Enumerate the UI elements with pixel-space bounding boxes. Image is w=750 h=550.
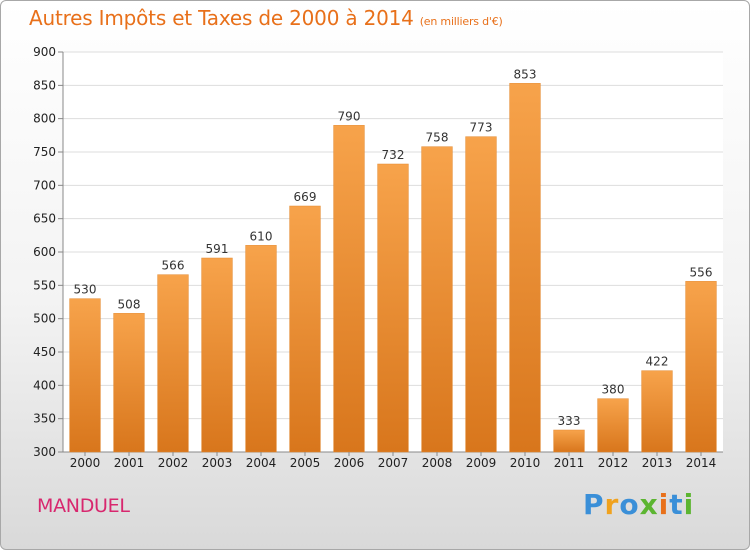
y-tick-label: 500: [33, 312, 56, 326]
data-label-2011: 333: [558, 414, 581, 428]
y-tick-label: 700: [33, 178, 56, 192]
y-tick-label: 550: [33, 278, 56, 292]
x-tick-label-2004: 2004: [246, 456, 277, 470]
x-tick-label-2001: 2001: [114, 456, 145, 470]
bar-2010: [509, 83, 541, 453]
bar-2013: [641, 370, 673, 453]
logo-letter: i: [658, 488, 670, 521]
y-tick-label: 750: [33, 145, 56, 159]
bar-2008: [421, 146, 453, 453]
data-label-2012: 380: [602, 383, 625, 397]
x-tick-label-2009: 2009: [466, 456, 497, 470]
logo-letter: P: [583, 488, 605, 521]
x-tick-label-2014: 2014: [686, 456, 717, 470]
chart-subtitle: (en milliers d'€): [419, 15, 503, 28]
bar-2001: [113, 313, 145, 453]
data-label-2006: 790: [338, 109, 361, 123]
chart-title-text: Autres Impôts et Taxes de 2000 à 2014: [29, 6, 414, 30]
bar-2006: [333, 125, 365, 453]
data-label-2003: 591: [206, 242, 229, 256]
bar-2002: [157, 274, 189, 453]
x-tick-label-2010: 2010: [510, 456, 541, 470]
y-tick-label: 850: [33, 78, 56, 92]
logo-letter: o: [619, 488, 640, 521]
bar-2012: [597, 398, 629, 453]
bar-2005: [289, 205, 321, 453]
x-tick-label-2006: 2006: [334, 456, 365, 470]
data-label-2005: 669: [294, 190, 317, 204]
bar-2000: [69, 298, 101, 453]
y-tick-label: 800: [33, 112, 56, 126]
y-tick-label: 450: [33, 345, 56, 359]
data-label-2001: 508: [118, 297, 141, 311]
bar-2003: [201, 257, 233, 453]
chart-title: Autres Impôts et Taxes de 2000 à 2014 (en…: [29, 6, 503, 30]
logo-letter: r: [604, 488, 620, 521]
y-tick-label: 350: [33, 412, 56, 426]
y-tick-label: 600: [33, 245, 56, 259]
bar-2004: [245, 245, 277, 453]
city-label: MANDUEL: [37, 495, 130, 517]
data-label-2014: 556: [690, 265, 713, 279]
data-label-2002: 566: [162, 259, 185, 273]
bar-2014: [685, 281, 717, 453]
x-tick-label-2005: 2005: [290, 456, 321, 470]
data-label-2013: 422: [646, 355, 669, 369]
y-tick-label: 900: [33, 45, 56, 59]
bar-2007: [377, 163, 409, 453]
x-tick-label-2002: 2002: [158, 456, 189, 470]
x-tick-label-2007: 2007: [378, 456, 409, 470]
x-tick-label-2012: 2012: [598, 456, 629, 470]
data-label-2008: 758: [426, 131, 449, 145]
logo-letter: i: [683, 488, 695, 521]
y-tick-label: 300: [33, 445, 56, 459]
data-label-2010: 853: [514, 67, 537, 81]
data-label-2000: 530: [74, 283, 97, 297]
bar-2011: [553, 429, 585, 453]
x-tick-label-2003: 2003: [202, 456, 233, 470]
x-tick-label-2011: 2011: [554, 456, 585, 470]
x-tick-label-2008: 2008: [422, 456, 453, 470]
x-tick-label-2013: 2013: [642, 456, 673, 470]
logo-letter: x: [639, 488, 659, 521]
x-tick-label-2000: 2000: [70, 456, 101, 470]
data-label-2009: 773: [470, 121, 493, 135]
y-tick-label: 400: [33, 378, 56, 392]
logo-letter: t: [669, 488, 684, 521]
data-label-2007: 732: [382, 148, 405, 162]
y-tick-label: 650: [33, 212, 56, 226]
data-label-2004: 610: [250, 229, 273, 243]
bar-2009: [465, 136, 497, 453]
proxiti-logo: Proxiti: [583, 488, 694, 521]
